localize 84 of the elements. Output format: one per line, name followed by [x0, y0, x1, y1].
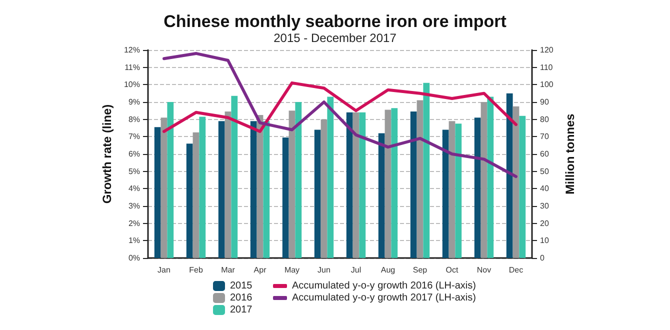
bar: [327, 96, 334, 258]
y-tick-label: 0%: [128, 254, 140, 262]
bar: [346, 112, 353, 258]
y2-tick-label: 40: [540, 184, 550, 194]
bar: [416, 100, 424, 258]
y2-tick-label: 50: [540, 166, 550, 176]
y2-tick-label: 20: [540, 218, 550, 228]
y-tick-label: 5%: [128, 166, 140, 176]
y-tick-label: 10%: [124, 80, 140, 90]
y-tick-label: 2%: [128, 218, 140, 228]
legend-label: 2016: [230, 292, 253, 304]
bar: [487, 96, 494, 258]
x-tick-label: Jan: [158, 266, 170, 274]
y2-tick-label: 0: [540, 254, 545, 262]
bar: [506, 93, 513, 258]
x-tick-label: Sep: [412, 266, 428, 274]
bar: [384, 110, 392, 258]
bar: [448, 121, 456, 258]
bar: [423, 82, 430, 258]
bar: [442, 130, 449, 258]
y2-tick-label: 70: [540, 132, 550, 142]
x-tick-label: Oct: [446, 266, 459, 274]
bar: [359, 112, 366, 258]
bar: [186, 144, 193, 258]
y-tick-label: 8%: [128, 114, 140, 124]
bar: [519, 116, 526, 258]
chart-subtitle: 2015 - December 2017: [274, 31, 397, 45]
bar: [263, 121, 270, 258]
y-axis-title: Growth rate (line): [100, 104, 114, 204]
bar: [199, 116, 206, 258]
x-tick-label: Jun: [318, 266, 330, 274]
y-tick-label: 12%: [124, 46, 140, 54]
bar: [391, 108, 398, 258]
y-tick-label: 9%: [128, 98, 140, 106]
bar: [320, 119, 328, 258]
y-tick-label: 11%: [124, 62, 140, 72]
x-tick-label: Aug: [380, 266, 396, 274]
bar: [512, 106, 520, 258]
x-tick-label: May: [284, 266, 300, 274]
bar: [231, 96, 238, 258]
y-tick-label: 1%: [128, 236, 140, 246]
y2-tick-label: 80: [540, 114, 550, 124]
y2-tick-label: 120: [540, 46, 554, 54]
y-tick-label: 7%: [128, 132, 140, 142]
bar: [378, 133, 385, 258]
y2-tick-label: 10: [540, 236, 550, 246]
y2-tick-label: 30: [540, 202, 550, 210]
y2-axis-title: Million tonnes: [563, 113, 578, 194]
y-tick-label: 6%: [128, 150, 140, 158]
bar: [352, 112, 360, 258]
legend-label: Accumulated y-o-y growth 2017 (LH-axis): [292, 292, 476, 304]
y2-tick-label: 100: [540, 80, 554, 90]
bar: [224, 112, 232, 258]
y2-tick-label: 110: [540, 62, 554, 72]
bar: [410, 112, 417, 258]
bar: [282, 138, 289, 258]
bar: [455, 124, 462, 258]
legend-label: 2015: [230, 280, 253, 292]
x-tick-label: Nov: [476, 266, 492, 274]
x-tick-label: Dec: [508, 266, 524, 274]
bar: [218, 121, 225, 258]
x-tick-label: Mar: [221, 266, 236, 274]
y2-tick-label: 90: [540, 98, 550, 106]
bar: [295, 102, 302, 258]
x-tick-label: Jul: [350, 266, 362, 274]
bar: [250, 121, 257, 258]
line-series: [162, 52, 518, 178]
legend-label: Accumulated y-o-y growth 2016 (LH-axis): [292, 280, 476, 292]
y-tick-label: 3%: [128, 202, 140, 210]
bar: [480, 102, 488, 258]
bar: [288, 110, 296, 258]
y2-tick-label: 60: [540, 150, 550, 158]
chart-title: Chinese monthly seaborne iron ore import: [164, 12, 507, 31]
line-series: [162, 81, 518, 133]
y-tick-label: 4%: [128, 184, 140, 194]
legend-label: 2017: [230, 304, 253, 316]
bar: [167, 102, 174, 258]
bar: [192, 132, 200, 258]
bar: [474, 118, 481, 258]
x-tick-label: Apr: [254, 266, 267, 274]
bar: [314, 130, 321, 258]
bar: [160, 118, 168, 258]
bar: [154, 127, 161, 258]
x-tick-label: Feb: [189, 266, 204, 274]
